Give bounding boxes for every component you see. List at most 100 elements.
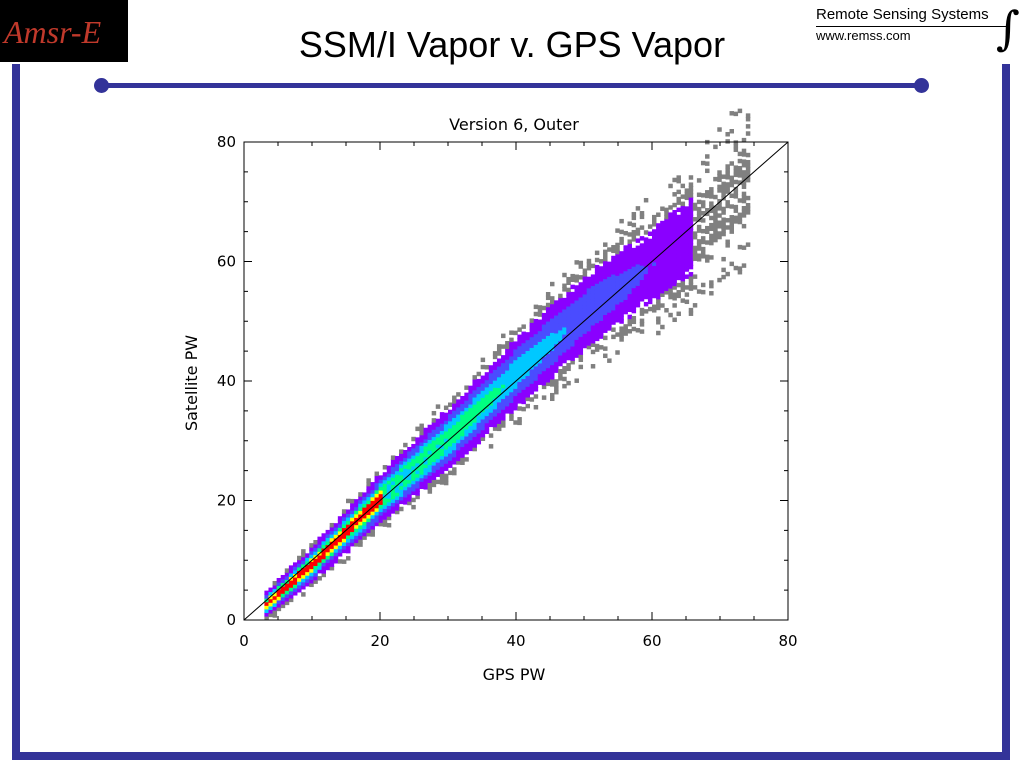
density-cell	[541, 373, 547, 379]
density-cell	[533, 318, 539, 324]
density-cell	[709, 194, 714, 199]
density-cell	[513, 373, 518, 379]
density-cell	[272, 595, 278, 600]
density-cell	[415, 487, 420, 493]
density-cell	[431, 436, 437, 441]
density-cell	[545, 317, 551, 322]
density-cell	[464, 449, 469, 455]
density-cell	[394, 470, 400, 475]
density-cell	[594, 325, 600, 331]
density-cell	[492, 401, 498, 406]
density-cell	[521, 378, 526, 383]
density-cell	[439, 462, 445, 467]
density-cell	[745, 163, 751, 169]
density-cell	[741, 206, 747, 211]
density-cell	[317, 568, 322, 574]
density-cell	[566, 302, 571, 307]
density-cell	[492, 390, 498, 396]
density-cell	[713, 144, 718, 150]
density-cell	[505, 355, 510, 360]
density-cell	[627, 296, 632, 302]
density-cell	[390, 502, 396, 507]
density-cell	[472, 428, 477, 434]
density-cell	[611, 277, 616, 282]
density-cell	[623, 281, 628, 286]
density-cell	[745, 124, 751, 129]
density-cell	[623, 306, 628, 311]
density-cell	[301, 552, 306, 558]
density-cell	[439, 440, 445, 446]
density-cell	[480, 422, 486, 427]
density-cell	[615, 310, 620, 316]
density-cell	[350, 502, 355, 507]
density-cell	[594, 257, 600, 263]
density-cell	[501, 355, 506, 360]
density-cell	[672, 213, 677, 219]
density-cell	[509, 348, 514, 353]
density-cell	[301, 567, 306, 572]
density-cell	[427, 435, 433, 440]
density-cell	[378, 507, 384, 513]
density-cell	[611, 313, 616, 318]
density-cell	[598, 294, 604, 300]
density-cell	[423, 449, 428, 454]
density-cell	[452, 424, 457, 429]
density-cell	[652, 283, 657, 288]
density-cell	[284, 582, 290, 588]
density-cell	[692, 285, 698, 290]
density-cell	[399, 463, 404, 469]
density-cell	[574, 328, 579, 333]
density-cell	[578, 318, 584, 323]
density-cell	[521, 342, 526, 347]
density-cell	[460, 421, 465, 426]
density-cell	[472, 393, 477, 398]
density-cell	[423, 431, 428, 436]
density-cell	[558, 333, 563, 338]
density-cell	[672, 192, 677, 197]
density-cell	[501, 344, 506, 349]
density-cell	[680, 258, 686, 264]
density-cell	[545, 360, 551, 365]
density-cell	[668, 251, 673, 257]
density-cell	[541, 327, 547, 332]
density-cell	[480, 389, 486, 395]
density-cell	[386, 487, 392, 492]
density-cell	[297, 577, 302, 582]
density-cell	[533, 387, 539, 392]
density-cell	[709, 226, 714, 231]
density-cell	[419, 441, 424, 446]
density-cell	[729, 218, 734, 224]
density-cell	[603, 281, 608, 287]
density-cell	[443, 462, 449, 468]
density-cell	[668, 255, 673, 260]
density-cell	[358, 542, 363, 547]
density-cell	[574, 310, 579, 315]
density-cell	[705, 258, 710, 263]
density-cell	[652, 232, 657, 238]
density-cell	[456, 453, 461, 458]
density-cell	[615, 332, 620, 337]
density-cell	[558, 354, 563, 360]
density-cell	[570, 331, 575, 336]
density-cell	[545, 381, 551, 387]
density-cell	[297, 580, 302, 586]
density-cell	[505, 344, 510, 350]
density-cell	[562, 272, 567, 278]
density-cell	[733, 219, 739, 224]
density-cell	[513, 348, 518, 354]
density-cell	[513, 391, 518, 397]
density-cell	[419, 470, 424, 475]
density-cell	[594, 297, 600, 302]
density-cell	[713, 219, 718, 225]
density-cell	[280, 582, 286, 587]
density-cell	[664, 211, 669, 216]
density-cell	[627, 232, 632, 237]
density-cell	[370, 532, 375, 537]
density-cell	[582, 311, 588, 316]
density-cell	[309, 582, 314, 588]
density-cell	[431, 439, 437, 445]
density-cell	[358, 499, 363, 504]
density-cell	[443, 455, 449, 461]
density-cell	[574, 288, 579, 294]
density-cell	[272, 588, 278, 593]
